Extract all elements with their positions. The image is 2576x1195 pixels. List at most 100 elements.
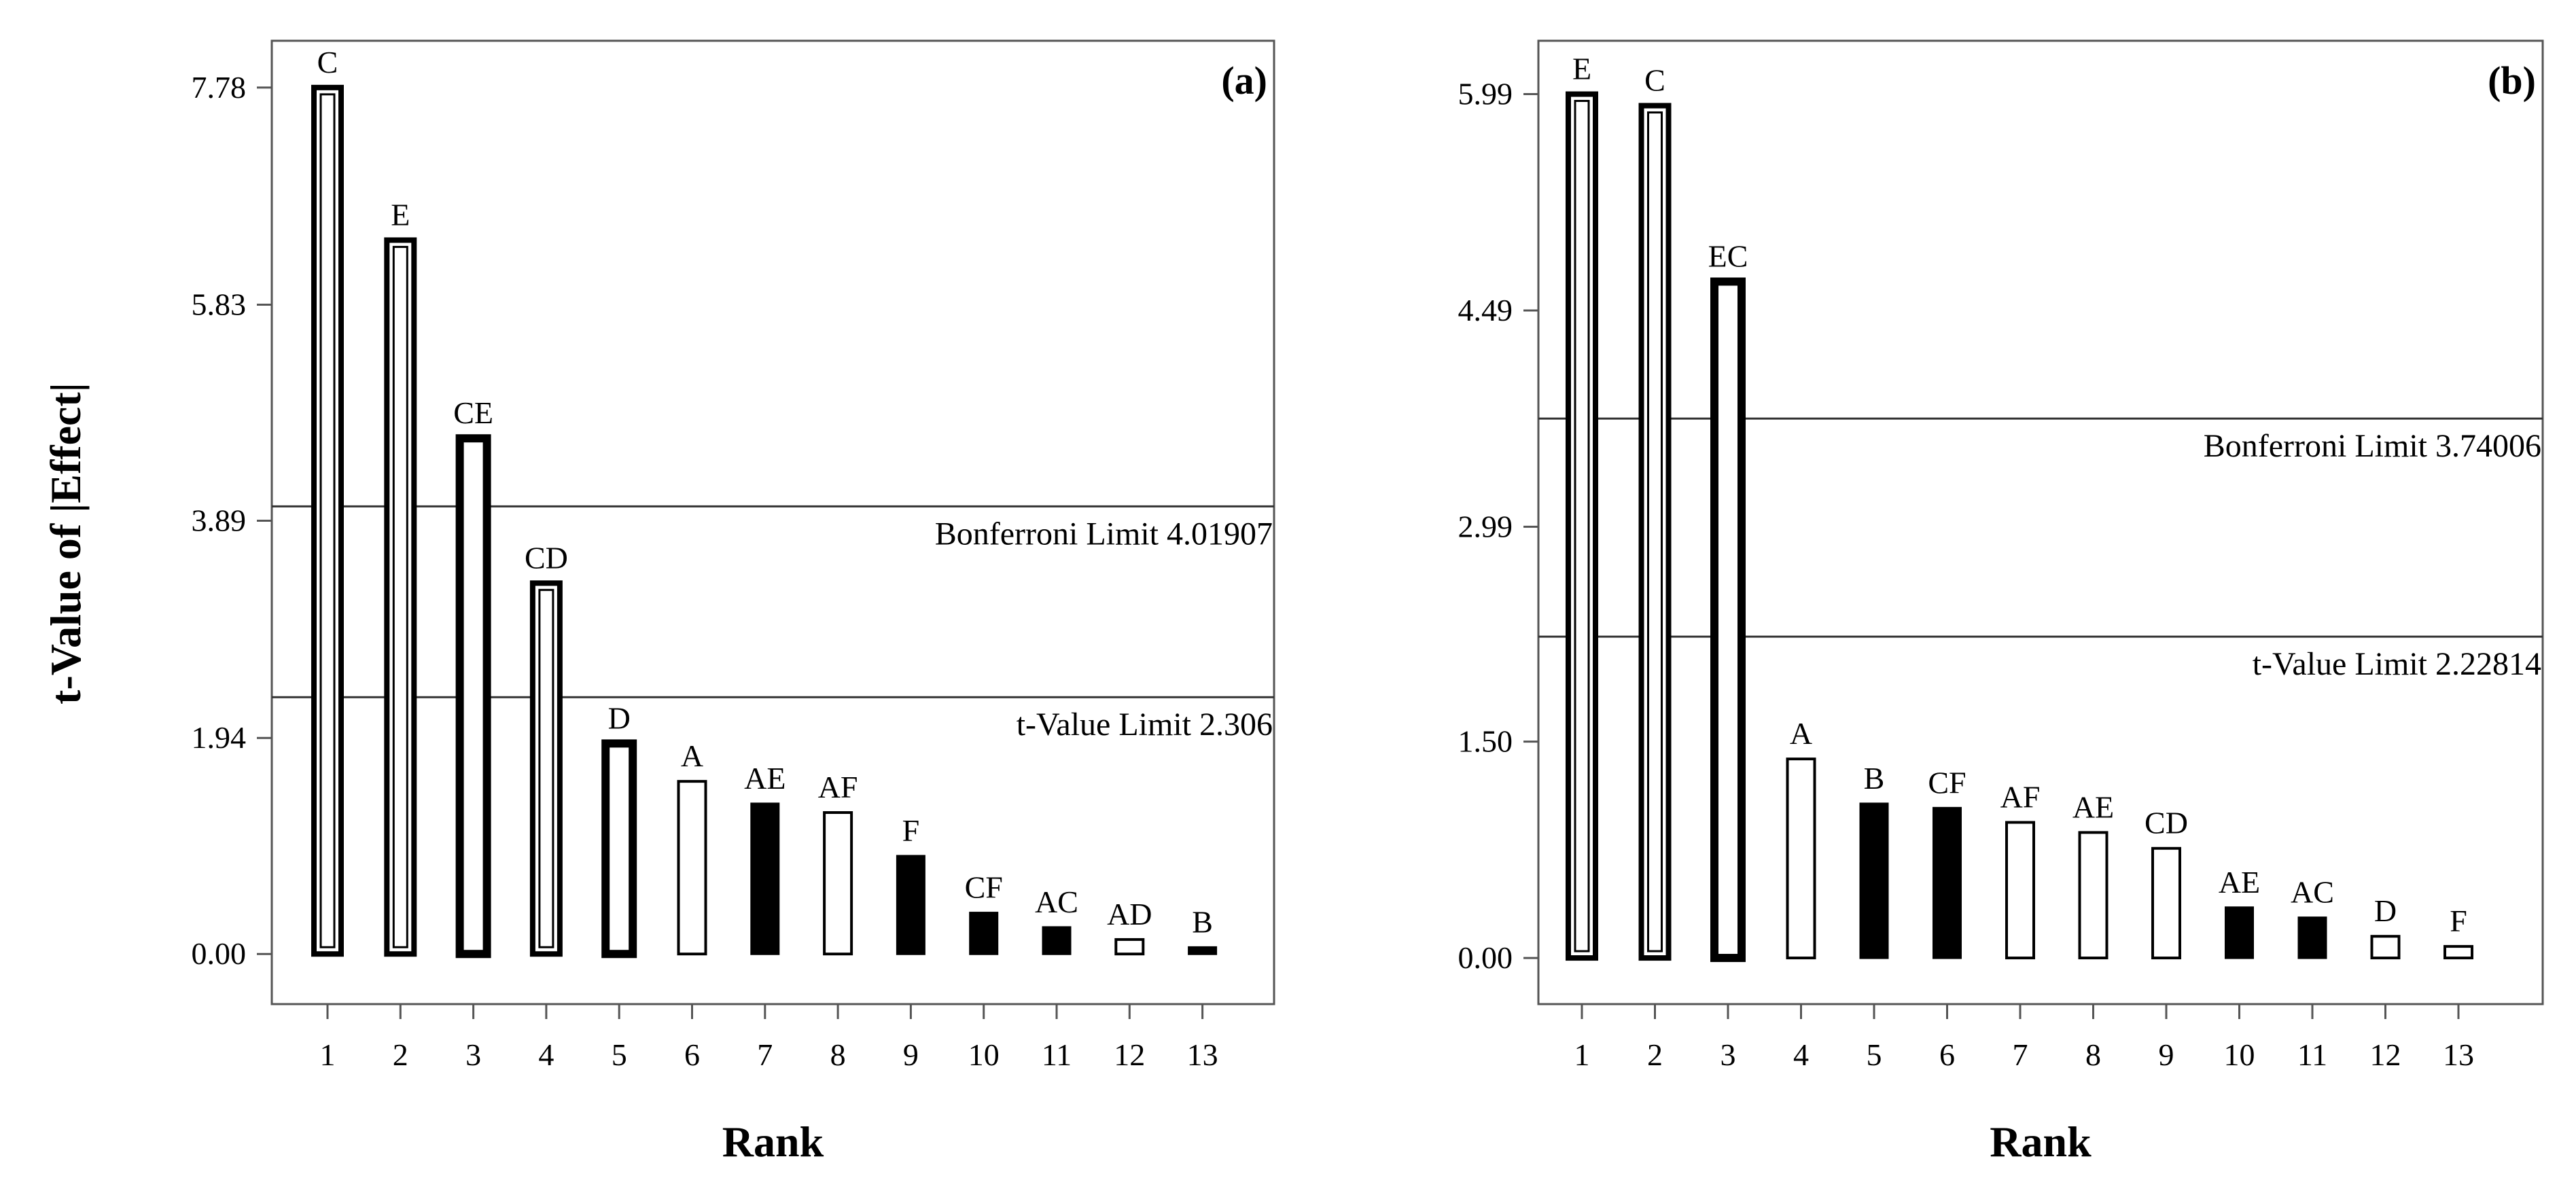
x-tick-label: 1 [1574, 1037, 1590, 1072]
bar [601, 739, 637, 959]
bar [2005, 821, 2035, 960]
x-tick-label: 6 [1939, 1037, 1955, 1072]
y-axis-title: t-Value of |Effect| [41, 382, 90, 704]
bar-inner-outline [538, 588, 554, 948]
y-tick-label: 5.83 [192, 287, 247, 322]
x-tick-label: 13 [1187, 1037, 1218, 1072]
bar-effect-label: AE [2219, 865, 2260, 899]
bar [2151, 846, 2181, 960]
bar [455, 434, 491, 959]
bar-effect-label: EC [1708, 239, 1748, 274]
x-tick-label: 11 [1042, 1037, 1072, 1072]
bar-inner-outline [319, 93, 336, 948]
x-tick-label: 9 [2159, 1037, 2174, 1072]
x-tick-label: 8 [830, 1037, 846, 1072]
y-tick-label: 1.50 [1458, 724, 1513, 759]
bar-effect-label: CF [965, 870, 1003, 905]
bar-effect-label: D [608, 700, 631, 735]
bar-inner-outline [392, 245, 408, 948]
bar-inner-outline [1574, 100, 1590, 952]
bar-effect-label: E [391, 197, 410, 232]
x-tick-label: 12 [2370, 1037, 2401, 1072]
y-tick-label: 4.49 [1458, 293, 1513, 327]
y-tick-label: 0.00 [192, 936, 247, 971]
bonferroni-limit-label: Bonferroni Limit 4.01907 [935, 516, 1273, 552]
bonferroni-limit-label: Bonferroni Limit 3.74006 [2204, 428, 2541, 464]
bar [1188, 946, 1218, 955]
t-value-limit-label: t-Value Limit 2.22814 [2253, 646, 2541, 682]
bar [1042, 926, 1072, 955]
bar-effect-label: A [681, 738, 703, 773]
bar-effect-label: CF [1928, 765, 1966, 800]
y-tick-label: 5.99 [1458, 77, 1513, 111]
bar-effect-label: E [1572, 52, 1591, 86]
bar [1114, 938, 1145, 956]
t-value-limit-label: t-Value Limit 2.306 [1017, 707, 1273, 743]
x-tick-label: 4 [1793, 1037, 1809, 1072]
y-tick-label: 2.99 [1458, 509, 1513, 543]
bar [969, 912, 999, 955]
bar [823, 811, 853, 956]
x-tick-label: 5 [1867, 1037, 1882, 1072]
x-tick-label: 2 [1647, 1037, 1663, 1072]
x-tick-label: 7 [757, 1037, 773, 1072]
x-tick-label: 4 [538, 1037, 554, 1072]
bar-effect-label: B [1864, 761, 1885, 796]
y-tick-label: 0.00 [1458, 940, 1513, 975]
x-tick-label: 7 [2013, 1037, 2028, 1072]
x-axis-title: Rank [1990, 1118, 2092, 1166]
bar [2225, 906, 2254, 959]
plot-frame [270, 39, 1275, 1005]
y-tick-label: 1.94 [192, 720, 247, 755]
bar [1859, 802, 1889, 959]
bar-effect-label: AC [2291, 875, 2334, 910]
panel-tag: (b) [2488, 58, 2536, 103]
bar-effect-label: F [2450, 904, 2467, 938]
bar [1786, 757, 1816, 960]
bar-effect-label: CD [525, 540, 568, 575]
x-tick-label: 3 [1721, 1037, 1736, 1072]
bar [750, 802, 780, 955]
bar-inner-outline [1647, 111, 1663, 952]
bar-effect-label: AE [2072, 789, 2114, 824]
bar-effect-label: CE [453, 395, 493, 430]
bar-effect-label: AC [1035, 885, 1078, 919]
bar-effect-label: AE [744, 761, 786, 796]
bar [2370, 935, 2401, 960]
chart-panel-a: 7.78 5.83 3.89 1.94 0.00 Bonferroni Limit 4.0… [192, 39, 1275, 1166]
bar [2078, 831, 2109, 960]
chart-panel-b: 5.99 4.49 2.99 1.50 0.00 Bonferroni Limit 3.7… [1458, 39, 2544, 1166]
x-tick-label: 9 [903, 1037, 919, 1072]
x-tick-label: 12 [1114, 1037, 1145, 1072]
x-tick-label: 1 [320, 1037, 336, 1072]
bar-effect-label: AF [818, 770, 858, 804]
x-tick-label: 6 [684, 1037, 700, 1072]
x-axis-title: Rank [722, 1118, 824, 1166]
bar [1933, 806, 1962, 959]
plot-frame [1537, 39, 2544, 1005]
x-tick-label: 11 [2297, 1037, 2327, 1072]
x-tick-label: 5 [612, 1037, 627, 1072]
panel-tag: (a) [1221, 58, 1267, 103]
bar [896, 855, 925, 955]
bar-effect-label: AD [1107, 897, 1152, 931]
y-tick-label: 3.89 [192, 503, 247, 538]
x-tick-label: 2 [393, 1037, 408, 1072]
y-tick-label: 7.78 [192, 70, 247, 105]
bar [1710, 277, 1746, 963]
x-tick-label: 3 [465, 1037, 481, 1072]
bar [677, 780, 707, 956]
bar-effect-label: C [317, 45, 338, 79]
bar-effect-label: A [1790, 716, 1812, 751]
x-tick-label: 10 [2224, 1037, 2255, 1072]
bar-effect-label: CD [2145, 806, 2188, 840]
bar-effect-label: F [902, 813, 920, 848]
bar-effect-label: AF [2000, 780, 2041, 815]
bar-effect-label: B [1192, 904, 1213, 939]
x-tick-label: 10 [968, 1037, 1000, 1072]
bar [2443, 945, 2473, 960]
bar-effect-label: C [1644, 63, 1665, 98]
bar-effect-label: D [2374, 893, 2397, 928]
bar [2297, 916, 2327, 959]
